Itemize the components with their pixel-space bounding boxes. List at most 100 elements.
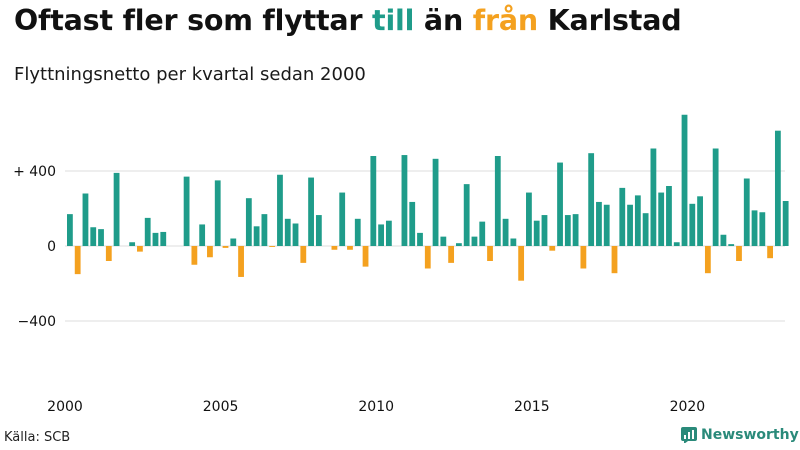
bar — [261, 214, 268, 247]
title-part-1: Oftast fler som flyttar — [14, 4, 373, 37]
bar — [704, 246, 711, 274]
bar — [440, 236, 447, 247]
bar — [331, 246, 338, 250]
x-tick-label: 2010 — [358, 399, 394, 415]
bar — [767, 246, 773, 259]
bar — [152, 232, 159, 247]
bar — [736, 246, 742, 261]
title-part-till: till — [372, 4, 415, 37]
bar — [588, 153, 595, 246]
bar — [479, 221, 486, 247]
bar — [596, 201, 602, 246]
bar — [526, 192, 532, 246]
source-label: Källa: SCB — [4, 430, 71, 445]
y-tick-label: 0 — [47, 239, 56, 255]
bar — [541, 215, 548, 246]
bar — [533, 220, 540, 246]
bar — [339, 192, 346, 246]
bar — [214, 180, 221, 247]
bar — [456, 243, 462, 246]
x-axis-ticks: 2000 2005 2010 2015 2020 — [47, 399, 705, 415]
bar — [230, 238, 237, 246]
x-tick-label: 2005 — [203, 399, 239, 415]
bar — [549, 246, 556, 251]
bar — [658, 192, 665, 246]
bar — [743, 178, 750, 246]
bar — [728, 244, 735, 247]
bar — [502, 218, 509, 246]
bar — [401, 155, 408, 246]
bar — [611, 246, 618, 274]
newsworthy-logo[interactable]: Newsworthy — [681, 427, 799, 443]
bar — [603, 204, 610, 246]
bar — [681, 114, 688, 246]
bar — [424, 246, 431, 269]
bar — [137, 246, 143, 252]
bar — [222, 246, 229, 248]
bar — [362, 246, 369, 267]
bars — [67, 114, 789, 281]
bar — [67, 214, 73, 247]
bar — [82, 193, 89, 246]
bar — [160, 231, 167, 246]
bar — [518, 246, 525, 281]
bar — [642, 213, 649, 246]
x-tick-label: 2020 — [670, 399, 706, 415]
bar — [300, 246, 307, 263]
bar — [564, 215, 571, 246]
bar — [448, 246, 455, 263]
bar — [666, 186, 672, 246]
bar — [619, 187, 626, 247]
bar — [144, 217, 151, 247]
bar — [510, 238, 517, 246]
newsworthy-logo-text: Newsworthy — [701, 427, 799, 443]
title-part-5: Karlstad — [537, 4, 682, 37]
bar — [245, 198, 252, 246]
bar — [494, 156, 501, 246]
title-part-3: än — [414, 4, 473, 37]
bar — [487, 246, 493, 261]
y-axis-ticks: + 400 0 −400 — [13, 164, 56, 330]
bar — [105, 246, 112, 261]
bar — [463, 184, 470, 247]
bar — [354, 218, 361, 246]
bar — [277, 174, 283, 246]
bar — [697, 196, 703, 246]
bar — [471, 236, 478, 247]
bar — [580, 246, 587, 269]
bar — [712, 148, 719, 246]
bar — [284, 218, 291, 246]
bar — [557, 162, 563, 246]
bar — [673, 242, 680, 246]
bar — [253, 226, 260, 246]
bar — [269, 246, 276, 247]
bar — [409, 201, 416, 246]
bar — [207, 246, 213, 258]
bar — [347, 246, 353, 250]
y-tick-label: + 400 — [13, 164, 56, 180]
bar — [689, 203, 696, 246]
bar — [191, 246, 198, 265]
bar — [759, 212, 766, 246]
bar — [292, 223, 299, 246]
bar — [417, 232, 423, 247]
bar — [183, 176, 190, 247]
bar — [238, 246, 244, 277]
bar — [315, 215, 322, 246]
chart-subtitle: Flyttningsnetto per kvartal sedan 2000 — [14, 64, 366, 85]
x-tick-label: 2015 — [514, 399, 550, 415]
bar — [385, 220, 392, 246]
bar — [308, 177, 314, 246]
bar — [113, 172, 120, 247]
bar — [378, 224, 384, 246]
bar — [98, 229, 104, 247]
x-tick-label: 2000 — [47, 399, 83, 415]
bar — [572, 214, 579, 247]
y-tick-label: −400 — [18, 314, 56, 330]
bar — [751, 210, 758, 247]
bar — [90, 227, 97, 246]
chart-title: Oftast fler som flyttar till än från Kar… — [14, 4, 682, 37]
bar — [129, 242, 136, 246]
bar — [432, 158, 439, 246]
